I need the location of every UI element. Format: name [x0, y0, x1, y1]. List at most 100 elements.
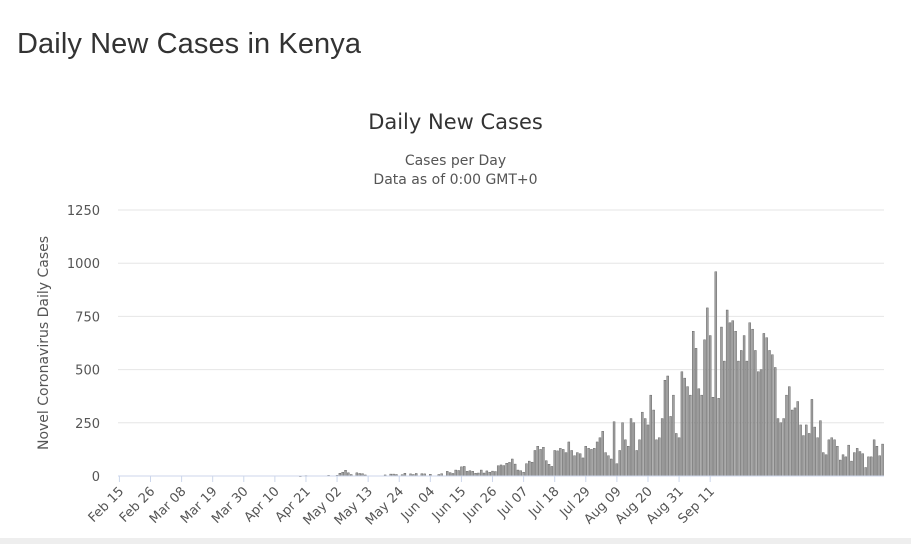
- bar: [627, 446, 630, 477]
- bar: [748, 322, 751, 477]
- bar: [457, 470, 460, 477]
- bar: [875, 446, 879, 477]
- x-tick-label: Jun 15: [429, 484, 469, 524]
- bar: [711, 397, 715, 477]
- bar: [341, 471, 344, 477]
- bar: [624, 439, 627, 477]
- bar: [516, 469, 520, 477]
- bar: [677, 437, 681, 477]
- bar: [519, 470, 522, 477]
- y-tick-label: 1000: [67, 257, 100, 272]
- bar: [545, 460, 548, 477]
- bar: [773, 367, 777, 477]
- bar: [530, 461, 534, 477]
- bar: [468, 470, 472, 477]
- bar: [618, 450, 621, 477]
- bar: [454, 469, 457, 477]
- bar: [567, 441, 571, 477]
- bar: [861, 453, 864, 477]
- bar: [488, 471, 491, 477]
- bar: [737, 360, 740, 477]
- bar: [536, 446, 539, 477]
- bar: [629, 418, 633, 477]
- bar: [672, 394, 675, 477]
- bar: [841, 454, 845, 477]
- bar: [802, 435, 805, 477]
- bar: [785, 394, 788, 477]
- bar: [768, 350, 771, 477]
- y-axis-ticks: 0 250 500 750 1000 1250: [67, 204, 100, 485]
- bar: [559, 448, 562, 477]
- bar: [550, 466, 554, 477]
- bar: [827, 439, 831, 477]
- x-tick-label: Jul 07: [494, 484, 531, 521]
- chart-subtitle-line-2: Data as of 0:00 GMT+0: [373, 172, 538, 188]
- bar-series: [299, 271, 884, 477]
- bar: [562, 449, 565, 477]
- bar: [675, 433, 678, 477]
- bar: [496, 465, 500, 477]
- bar: [556, 450, 559, 477]
- bar: [757, 371, 760, 477]
- footer-strip: [0, 538, 911, 544]
- bar: [720, 326, 723, 477]
- bar: [833, 439, 836, 477]
- bar: [584, 446, 587, 477]
- y-tick-label: 750: [75, 310, 100, 325]
- bar: [666, 375, 669, 477]
- bar: [686, 386, 689, 477]
- bar: [765, 337, 768, 477]
- bar: [830, 437, 833, 477]
- bar: [731, 320, 734, 477]
- bar: [788, 386, 791, 477]
- bar: [480, 469, 483, 477]
- bar: [539, 449, 542, 477]
- bar: [508, 462, 511, 477]
- chart-title: Daily New Cases: [368, 110, 543, 134]
- bar: [793, 407, 797, 477]
- bar: [621, 422, 624, 477]
- bar: [805, 424, 808, 477]
- bar: [878, 455, 881, 477]
- bar: [465, 471, 469, 477]
- bar: [706, 307, 709, 477]
- bar: [703, 339, 706, 477]
- bar: [740, 350, 743, 477]
- bar: [649, 394, 653, 477]
- bar: [694, 348, 698, 477]
- y-tick-label: 0: [92, 470, 100, 485]
- bar: [759, 369, 763, 477]
- bar: [692, 331, 695, 477]
- bar: [587, 448, 590, 477]
- bar: [643, 418, 647, 477]
- bar: [610, 458, 613, 477]
- bar: [799, 424, 802, 477]
- bar: [776, 418, 780, 477]
- bar: [847, 444, 850, 477]
- bar: [344, 470, 347, 477]
- bar: [697, 388, 701, 477]
- page-title: Daily New Cases in Kenya: [17, 28, 362, 60]
- bar: [607, 455, 610, 477]
- bar: [593, 448, 596, 477]
- bar: [553, 450, 556, 477]
- bar: [870, 456, 873, 477]
- bar: [714, 271, 718, 477]
- bar: [448, 472, 452, 477]
- bar: [612, 421, 616, 477]
- bar: [471, 471, 474, 477]
- bar: [570, 450, 573, 477]
- bar: [522, 471, 525, 477]
- bar: [836, 446, 839, 477]
- bar: [576, 452, 579, 477]
- bar: [839, 459, 842, 477]
- bar: [646, 424, 650, 477]
- bar: [708, 335, 712, 477]
- x-tick-label: Jul 18: [526, 484, 563, 521]
- bar: [581, 457, 585, 477]
- y-axis-title: Novel Coronavirus Daily Cases: [36, 236, 52, 450]
- x-tick-label: Jun 04: [398, 484, 438, 524]
- y-tick-label: 500: [75, 364, 100, 379]
- bar: [525, 463, 528, 477]
- bar: [725, 309, 729, 477]
